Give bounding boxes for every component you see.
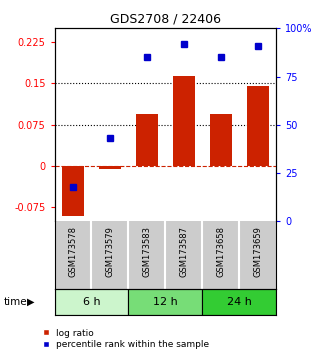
Bar (62, 166, 84, 216)
Bar (210, 114, 232, 166)
Text: GSM173659: GSM173659 (253, 226, 262, 277)
Bar (99, 166, 121, 169)
Text: 24 h: 24 h (227, 297, 252, 307)
Bar (247, 86, 269, 166)
Text: 6 h: 6 h (83, 297, 100, 307)
Bar (136, 114, 158, 166)
Bar (173, 76, 195, 166)
Legend: log ratio, percentile rank within the sample: log ratio, percentile rank within the sa… (43, 329, 209, 349)
Title: GDS2708 / 22406: GDS2708 / 22406 (110, 13, 221, 26)
Text: GSM173583: GSM173583 (142, 226, 152, 277)
Text: GSM173587: GSM173587 (179, 226, 188, 277)
Bar (128, 289, 202, 315)
Bar (202, 289, 276, 315)
Text: ▶: ▶ (27, 297, 34, 307)
Text: time: time (3, 297, 27, 307)
Text: GSM173658: GSM173658 (216, 226, 225, 277)
Bar (55, 289, 128, 315)
Text: GSM173578: GSM173578 (68, 226, 78, 277)
Text: 12 h: 12 h (153, 297, 178, 307)
Text: GSM173579: GSM173579 (105, 226, 115, 277)
